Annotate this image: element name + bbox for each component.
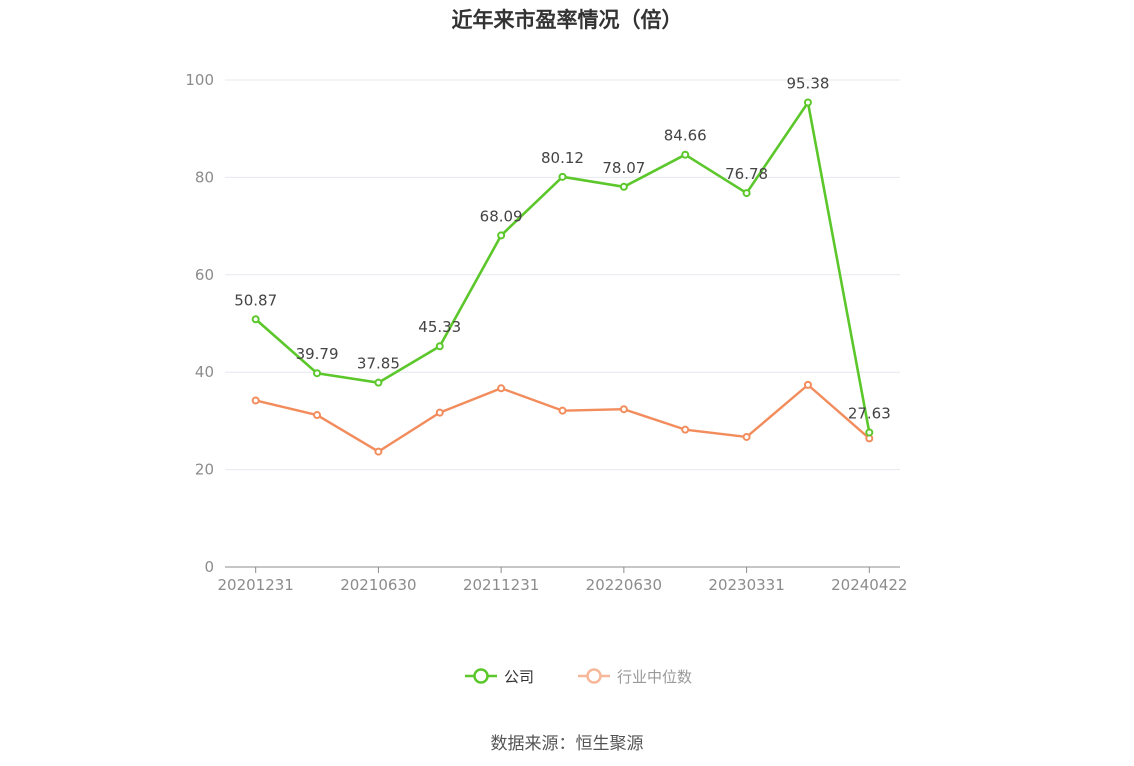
data-point bbox=[435, 408, 444, 417]
legend-label: 行业中位数 bbox=[617, 668, 692, 686]
data-point bbox=[803, 380, 812, 389]
data-point bbox=[558, 172, 567, 181]
x-tick-label: 20201231 bbox=[218, 576, 294, 594]
x-axis: 20201231 20210630 20211231 20220630 20230331… bbox=[218, 566, 907, 594]
data-source: 数据来源：恒生聚源 bbox=[490, 734, 644, 754]
x-tick-label: 20220630 bbox=[586, 576, 662, 594]
data-point bbox=[558, 406, 567, 415]
data-point bbox=[497, 384, 506, 393]
data-point bbox=[313, 369, 322, 378]
data-point bbox=[251, 315, 260, 324]
data-label: 95.38 bbox=[786, 74, 829, 92]
data-label: 37.85 bbox=[357, 355, 400, 373]
data-point bbox=[681, 425, 690, 434]
chart-title: 近年来市盈率情况（倍） bbox=[451, 8, 683, 32]
x-tick-label: 20230331 bbox=[708, 576, 784, 594]
x-tick-label: 20240422 bbox=[831, 576, 907, 594]
data-label: 84.66 bbox=[664, 127, 707, 145]
data-point bbox=[742, 432, 751, 441]
x-tick-label: 20211231 bbox=[463, 576, 539, 594]
data-point bbox=[435, 342, 444, 351]
data-point bbox=[619, 405, 628, 414]
data-label: 80.12 bbox=[541, 149, 584, 167]
data-point bbox=[865, 428, 874, 437]
x-tick-label: 20210630 bbox=[340, 576, 416, 594]
y-tick-label: 20 bbox=[195, 461, 214, 479]
legend: 公司 行业中位数 bbox=[465, 668, 692, 686]
data-labels: 50.87 39.79 37.85 45.33 68.09 80.12 78.07 84.66… bbox=[234, 74, 891, 422]
y-tick-label: 100 bbox=[185, 71, 214, 89]
series-lines bbox=[251, 98, 874, 456]
data-label: 27.63 bbox=[848, 404, 891, 422]
data-label: 76.78 bbox=[725, 165, 768, 183]
y-axis: 0 20 40 60 80 100 bbox=[185, 71, 214, 576]
data-point bbox=[313, 411, 322, 420]
series-line-1 bbox=[255, 383, 871, 453]
data-label: 78.07 bbox=[602, 159, 645, 177]
legend-marker bbox=[473, 668, 489, 684]
y-tick-label: 60 bbox=[195, 266, 214, 284]
data-point bbox=[374, 447, 383, 456]
data-point bbox=[497, 231, 506, 240]
data-point bbox=[251, 396, 260, 405]
data-point bbox=[374, 378, 383, 387]
data-point bbox=[619, 182, 628, 191]
y-tick-label: 80 bbox=[195, 168, 214, 186]
data-label: 68.09 bbox=[480, 207, 523, 225]
data-label: 50.87 bbox=[234, 291, 277, 309]
data-point bbox=[803, 98, 812, 107]
y-tick-label: 40 bbox=[195, 363, 214, 381]
data-label: 39.79 bbox=[296, 345, 339, 363]
y-tick-label: 0 bbox=[204, 558, 214, 576]
data-point bbox=[681, 150, 690, 159]
legend-marker bbox=[586, 668, 602, 684]
data-label: 45.33 bbox=[418, 318, 461, 336]
data-point bbox=[742, 189, 751, 198]
legend-label: 公司 bbox=[504, 668, 534, 686]
